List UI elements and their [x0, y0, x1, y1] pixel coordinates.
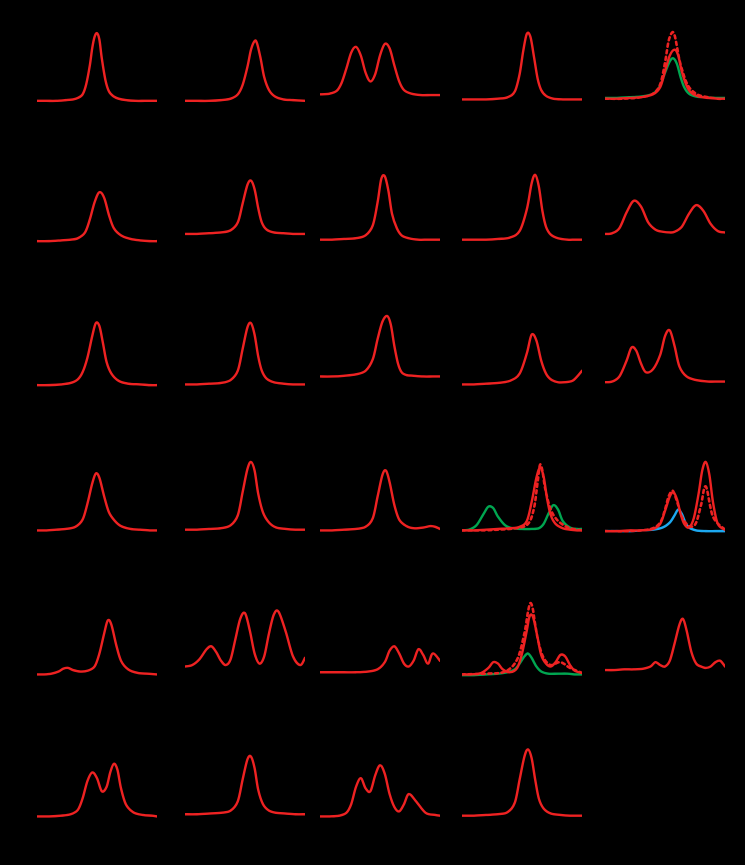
spectrum-panel-r1c4: [462, 15, 582, 113]
spectrum-panel-r4c4: [462, 446, 582, 544]
trace-measured: [320, 174, 440, 241]
spectrum-panel-r6c4: [462, 732, 582, 830]
trace-measured: [462, 748, 582, 817]
trace-measured: [320, 764, 440, 818]
trace-measured: [37, 618, 157, 676]
spectrum-panel-r3c4: [462, 300, 582, 398]
trace-measured: [605, 328, 725, 384]
spectrum-panel-r1c2: [185, 15, 305, 113]
trace-measured: [320, 314, 440, 378]
spectrum-panel-r2c4: [462, 156, 582, 254]
trace-measured: [605, 199, 725, 236]
trace-measured: [320, 469, 440, 532]
trace-measured: [37, 472, 157, 532]
spectrum-panel-r3c3: [320, 300, 440, 398]
spectrum-panel-r2c2: [185, 156, 305, 254]
trace-fitted: [605, 30, 725, 101]
spectrum-panel-r4c1: [37, 446, 157, 544]
spectrum-panel-r4c5: [605, 446, 725, 544]
trace-measured: [605, 617, 725, 672]
spectrum-panel-r5c2: [185, 590, 305, 688]
trace-measured: [185, 609, 305, 668]
trace-measured: [320, 42, 440, 97]
spectrum-panel-r6c2: [185, 732, 305, 830]
spectrum-panel-r5c3: [320, 590, 440, 688]
spectrum-panel-r2c3: [320, 156, 440, 254]
trace-fitted: [605, 485, 725, 533]
spectrum-panel-r6c1: [37, 732, 157, 830]
trace-measured: [462, 31, 582, 101]
spectrum-panel-r5c4: [462, 590, 582, 688]
spectrum-panel-r3c1: [37, 300, 157, 398]
trace-measured: [462, 613, 582, 676]
trace-measured: [185, 321, 305, 386]
trace-measured: [185, 460, 305, 531]
trace-fitted: [462, 601, 582, 676]
trace-measured: [185, 754, 305, 816]
trace-measured: [462, 173, 582, 241]
trace-measured: [185, 39, 305, 103]
spectrum-panel-r1c1: [37, 15, 157, 113]
spectrum-panel-r2c1: [37, 156, 157, 254]
trace-measured: [462, 332, 582, 386]
spectrum-panel-r3c5: [605, 300, 725, 398]
trace-measured: [37, 762, 157, 818]
spectrum-panel-r5c5: [605, 590, 725, 688]
spectrum-panel-r5c1: [37, 590, 157, 688]
trace-measured: [37, 190, 157, 243]
trace-measured: [605, 460, 725, 533]
trace-reference-green: [462, 503, 582, 532]
trace-measured: [37, 321, 157, 387]
trace-measured: [37, 31, 157, 103]
trace-fitted: [462, 463, 582, 532]
spectrum-panel-r1c3: [320, 15, 440, 113]
spectrum-panel-r4c2: [185, 446, 305, 544]
spectrum-panel-r4c3: [320, 446, 440, 544]
trace-measured: [320, 645, 440, 674]
spectrum-panel-r6c3: [320, 732, 440, 830]
spectrum-panel-r3c2: [185, 300, 305, 398]
spectrum-panel-r1c5: [605, 15, 725, 113]
trace-measured: [185, 179, 305, 236]
spectrum-panel-r2c5: [605, 156, 725, 254]
